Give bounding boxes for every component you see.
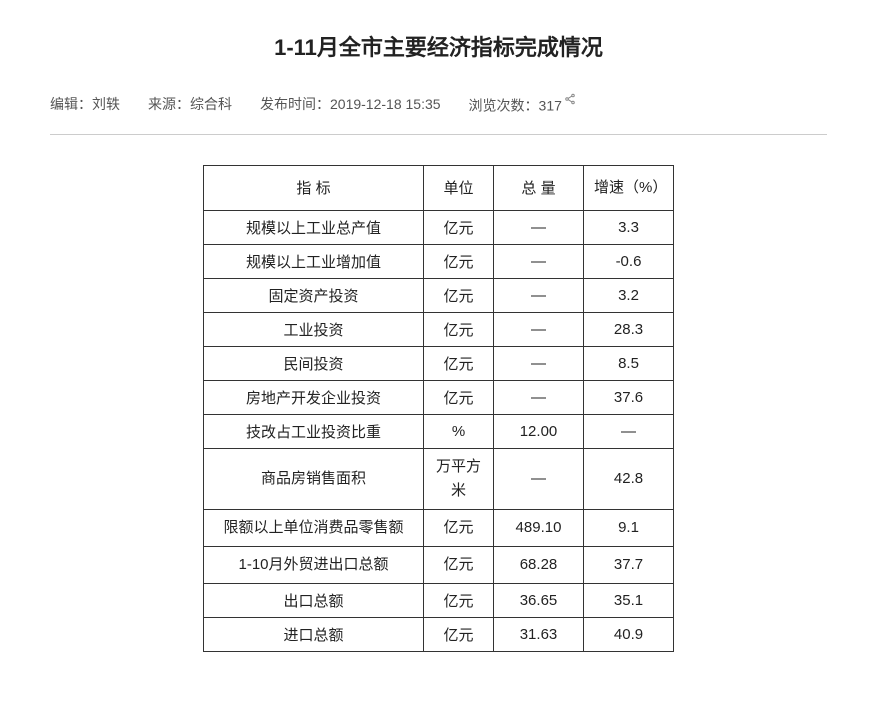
cell-unit: 亿元 <box>424 244 494 278</box>
cell-indicator: 1-10月外贸进出口总额 <box>204 546 424 583</box>
cell-unit: 亿元 <box>424 583 494 617</box>
cell-unit: 亿元 <box>424 380 494 414</box>
cell-growth: 40.9 <box>584 617 674 651</box>
cell-indicator: 工业投资 <box>204 312 424 346</box>
table-row: 规模以上工业总产值亿元—3.3 <box>204 210 674 244</box>
editor-label: 编辑： <box>50 96 92 112</box>
cell-indicator: 商品房销售面积 <box>204 448 424 509</box>
cell-unit: 亿元 <box>424 278 494 312</box>
cell-unit: 亿元 <box>424 210 494 244</box>
cell-growth: 8.5 <box>584 346 674 380</box>
cell-total: 36.65 <box>494 583 584 617</box>
page-title: 1-11月全市主要经济指标完成情况 <box>50 30 827 62</box>
cell-indicator: 限额以上单位消费品零售额 <box>204 509 424 546</box>
indicators-table: 指 标 单位 总 量 增速（%） 规模以上工业总产值亿元—3.3规模以上工业增加… <box>203 165 674 652</box>
cell-unit: 万平方米 <box>424 448 494 509</box>
cell-growth: 42.8 <box>584 448 674 509</box>
cell-total: — <box>494 346 584 380</box>
source-meta: 来源：综合科 <box>148 94 232 114</box>
cell-unit: 亿元 <box>424 509 494 546</box>
table-row: 规模以上工业增加值亿元—-0.6 <box>204 244 674 278</box>
cell-total: 68.28 <box>494 546 584 583</box>
cell-unit: 亿元 <box>424 312 494 346</box>
cell-total: 489.10 <box>494 509 584 546</box>
table-row: 房地产开发企业投资亿元—37.6 <box>204 380 674 414</box>
header-growth: 增速（%） <box>584 165 674 210</box>
header-indicator: 指 标 <box>204 165 424 210</box>
cell-growth: -0.6 <box>584 244 674 278</box>
share-icon[interactable] <box>564 92 576 108</box>
cell-unit: 亿元 <box>424 617 494 651</box>
table-row: 商品房销售面积万平方米—42.8 <box>204 448 674 509</box>
cell-growth: 28.3 <box>584 312 674 346</box>
source-value: 综合科 <box>190 96 232 112</box>
cell-total: 12.00 <box>494 414 584 448</box>
meta-row: 编辑：刘轶 来源：综合科 发布时间：2019-12-18 15:35 浏览次数：… <box>50 92 827 135</box>
cell-growth: 35.1 <box>584 583 674 617</box>
cell-total: — <box>494 380 584 414</box>
cell-growth: 9.1 <box>584 509 674 546</box>
table-row: 民间投资亿元—8.5 <box>204 346 674 380</box>
cell-indicator: 规模以上工业总产值 <box>204 210 424 244</box>
table-row: 限额以上单位消费品零售额亿元489.109.1 <box>204 509 674 546</box>
table-row: 出口总额亿元36.6535.1 <box>204 583 674 617</box>
cell-growth: 37.7 <box>584 546 674 583</box>
cell-total: — <box>494 448 584 509</box>
cell-unit: % <box>424 414 494 448</box>
views-label: 浏览次数： <box>469 98 539 114</box>
table-row: 工业投资亿元—28.3 <box>204 312 674 346</box>
cell-indicator: 出口总额 <box>204 583 424 617</box>
publish-value: 2019-12-18 15:35 <box>330 96 441 112</box>
cell-growth: 3.2 <box>584 278 674 312</box>
cell-indicator: 进口总额 <box>204 617 424 651</box>
cell-growth: — <box>584 414 674 448</box>
cell-indicator: 技改占工业投资比重 <box>204 414 424 448</box>
views-meta: 浏览次数：317 <box>469 92 576 116</box>
cell-total: 31.63 <box>494 617 584 651</box>
cell-total: — <box>494 244 584 278</box>
cell-indicator: 民间投资 <box>204 346 424 380</box>
cell-indicator: 房地产开发企业投资 <box>204 380 424 414</box>
cell-unit: 亿元 <box>424 546 494 583</box>
cell-growth: 37.6 <box>584 380 674 414</box>
table-header-row: 指 标 单位 总 量 增速（%） <box>204 165 674 210</box>
table-row: 技改占工业投资比重%12.00— <box>204 414 674 448</box>
table-wrap: 指 标 单位 总 量 增速（%） 规模以上工业总产值亿元—3.3规模以上工业增加… <box>50 165 827 652</box>
cell-indicator: 规模以上工业增加值 <box>204 244 424 278</box>
page-container: 1-11月全市主要经济指标完成情况 编辑：刘轶 来源：综合科 发布时间：2019… <box>0 0 877 652</box>
table-row: 固定资产投资亿元—3.2 <box>204 278 674 312</box>
views-value: 317 <box>539 98 562 114</box>
header-total: 总 量 <box>494 165 584 210</box>
source-label: 来源： <box>148 96 190 112</box>
cell-total: — <box>494 278 584 312</box>
publish-label: 发布时间： <box>260 96 330 112</box>
cell-growth: 3.3 <box>584 210 674 244</box>
cell-total: — <box>494 210 584 244</box>
publish-meta: 发布时间：2019-12-18 15:35 <box>260 94 441 114</box>
table-row: 1-10月外贸进出口总额亿元68.2837.7 <box>204 546 674 583</box>
cell-indicator: 固定资产投资 <box>204 278 424 312</box>
header-unit: 单位 <box>424 165 494 210</box>
cell-unit: 亿元 <box>424 346 494 380</box>
editor-value: 刘轶 <box>92 96 120 112</box>
table-row: 进口总额亿元31.6340.9 <box>204 617 674 651</box>
editor-meta: 编辑：刘轶 <box>50 94 120 114</box>
table-body: 规模以上工业总产值亿元—3.3规模以上工业增加值亿元—-0.6固定资产投资亿元—… <box>204 210 674 651</box>
cell-total: — <box>494 312 584 346</box>
